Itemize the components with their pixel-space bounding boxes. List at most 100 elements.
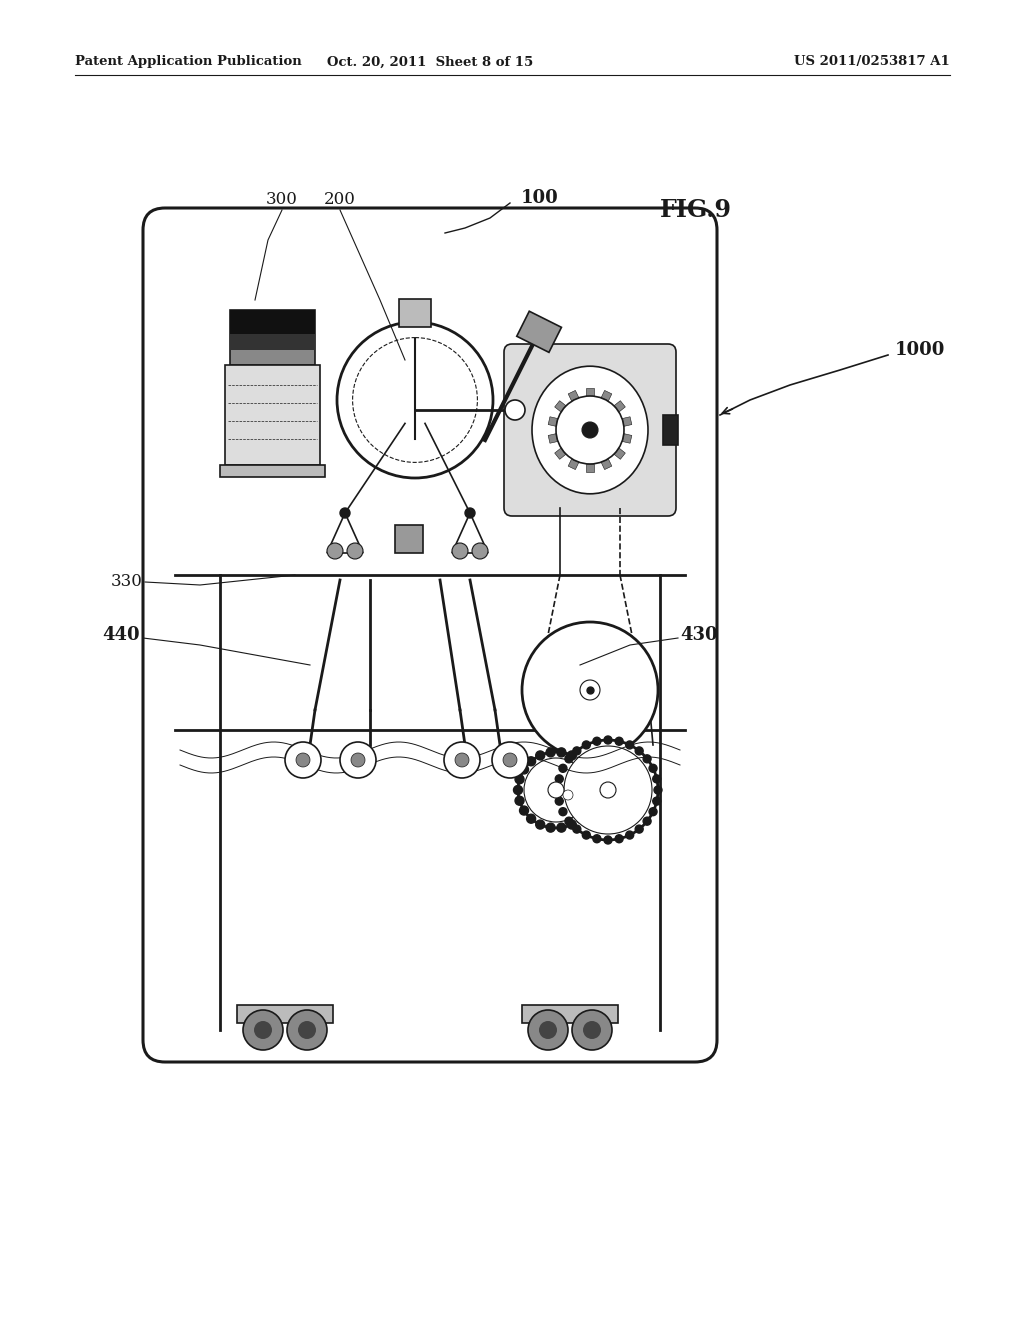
Bar [586, 465, 594, 473]
Circle shape [626, 741, 634, 748]
Bar [555, 447, 566, 459]
Bar [614, 401, 626, 412]
Circle shape [584, 766, 593, 774]
Circle shape [347, 543, 362, 558]
Bar [548, 434, 558, 444]
Text: Oct. 20, 2011  Sheet 8 of 15: Oct. 20, 2011 Sheet 8 of 15 [327, 55, 534, 69]
Circle shape [444, 742, 480, 777]
Circle shape [287, 1010, 327, 1049]
Circle shape [555, 797, 563, 805]
Circle shape [536, 751, 545, 760]
Circle shape [635, 747, 643, 755]
Circle shape [654, 785, 662, 795]
Circle shape [590, 785, 598, 795]
Circle shape [600, 781, 616, 799]
Circle shape [243, 1010, 283, 1049]
Bar [220, 465, 325, 477]
Circle shape [604, 737, 612, 744]
Circle shape [577, 814, 586, 824]
Bar [663, 414, 678, 445]
Circle shape [254, 1020, 272, 1039]
Circle shape [593, 738, 601, 746]
Circle shape [340, 508, 350, 517]
Circle shape [567, 820, 577, 829]
Circle shape [528, 1010, 568, 1049]
Circle shape [588, 775, 597, 784]
Text: US 2011/0253817 A1: US 2011/0253817 A1 [795, 55, 950, 69]
Circle shape [649, 764, 657, 772]
Circle shape [298, 1020, 316, 1039]
Circle shape [455, 752, 469, 767]
FancyBboxPatch shape [143, 209, 717, 1063]
Circle shape [546, 748, 555, 756]
Circle shape [565, 817, 572, 825]
Circle shape [588, 796, 597, 805]
Circle shape [556, 396, 624, 465]
Text: 100: 100 [521, 189, 559, 207]
Circle shape [518, 752, 594, 828]
Circle shape [635, 825, 643, 833]
FancyBboxPatch shape [504, 345, 676, 516]
Circle shape [615, 738, 624, 746]
Circle shape [503, 752, 517, 767]
Bar [586, 388, 594, 396]
Text: Patent Application Publication: Patent Application Publication [75, 55, 302, 69]
Circle shape [526, 756, 536, 766]
Circle shape [526, 814, 536, 824]
Circle shape [452, 543, 468, 558]
Circle shape [524, 758, 588, 822]
Text: 330: 330 [112, 573, 143, 590]
Circle shape [557, 748, 566, 756]
Circle shape [572, 1010, 612, 1049]
Circle shape [465, 508, 475, 517]
Circle shape [519, 807, 528, 814]
Bar [568, 391, 579, 401]
Circle shape [559, 808, 567, 816]
Circle shape [515, 775, 524, 784]
Circle shape [296, 752, 310, 767]
Circle shape [583, 1020, 601, 1039]
Ellipse shape [532, 366, 648, 494]
Circle shape [554, 785, 562, 795]
Circle shape [564, 746, 652, 834]
Text: 200: 200 [324, 191, 356, 209]
Polygon shape [452, 513, 488, 553]
Bar [230, 310, 315, 334]
Circle shape [546, 824, 555, 832]
Circle shape [643, 817, 651, 825]
Circle shape [522, 622, 658, 758]
Circle shape [519, 766, 528, 774]
Text: 1000: 1000 [895, 341, 945, 359]
Bar [614, 447, 626, 459]
Circle shape [539, 1020, 557, 1039]
Text: 300: 300 [266, 191, 298, 209]
Bar [230, 310, 315, 366]
Polygon shape [327, 513, 362, 553]
Circle shape [472, 543, 488, 558]
Circle shape [643, 755, 651, 763]
Circle shape [340, 742, 376, 777]
Circle shape [565, 755, 572, 763]
Circle shape [352, 338, 477, 462]
Bar [522, 1005, 618, 1023]
Bar [555, 401, 566, 412]
Bar [230, 334, 315, 350]
Circle shape [593, 834, 601, 842]
Bar [237, 1005, 333, 1023]
Circle shape [337, 322, 493, 478]
Circle shape [327, 543, 343, 558]
Circle shape [583, 832, 590, 840]
Bar [399, 300, 431, 327]
Circle shape [563, 789, 573, 800]
Circle shape [572, 747, 581, 755]
Circle shape [513, 785, 522, 795]
Bar [623, 434, 632, 444]
Circle shape [505, 400, 525, 420]
Circle shape [572, 825, 581, 833]
Text: FIG.9: FIG.9 [660, 198, 732, 222]
Circle shape [548, 781, 564, 799]
Circle shape [492, 742, 528, 777]
Bar [395, 525, 423, 553]
Circle shape [558, 741, 658, 840]
Text: 430: 430 [680, 626, 718, 644]
